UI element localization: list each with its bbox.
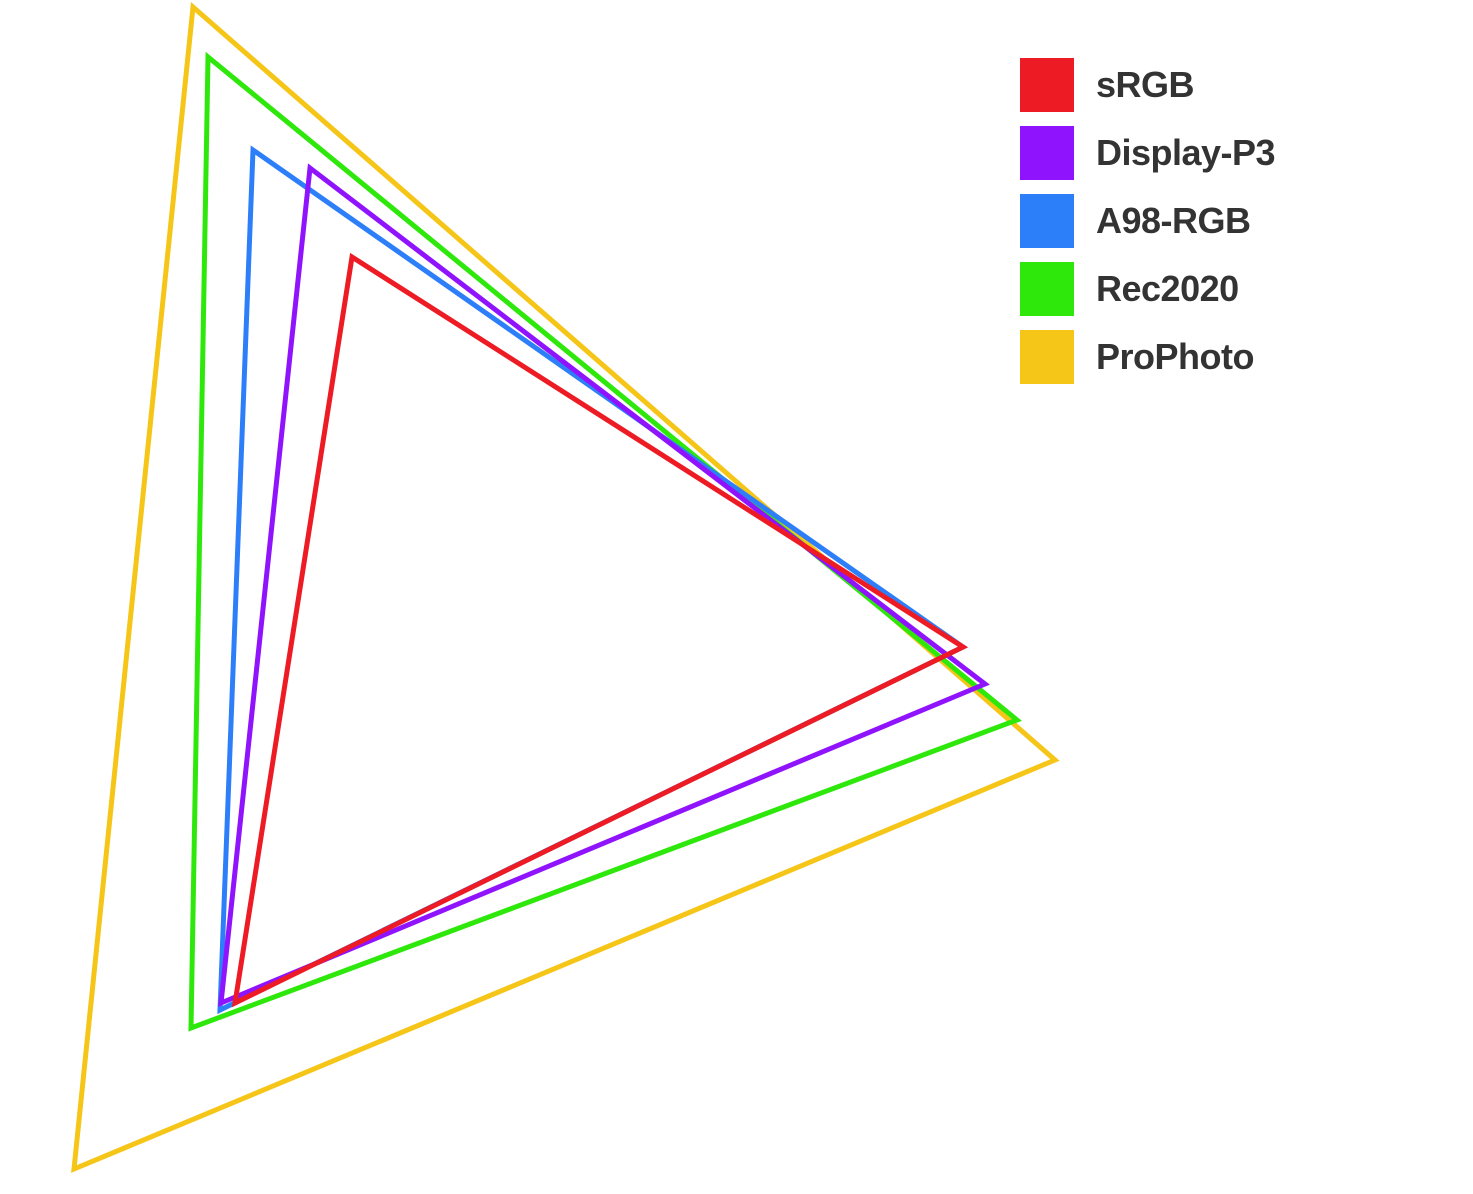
gamut-triangle-rec2020 xyxy=(191,57,1017,1028)
legend-swatch-srgb xyxy=(1020,58,1074,112)
gamut-triangle-srgb xyxy=(235,257,963,1003)
legend-label-display-p3: Display-P3 xyxy=(1096,132,1275,174)
legend-label-srgb: sRGB xyxy=(1096,64,1194,106)
legend: sRGB Display-P3 A98-RGB Rec2020 ProPhoto xyxy=(1020,58,1275,398)
legend-swatch-display-p3 xyxy=(1020,126,1074,180)
legend-item-a98-rgb: A98-RGB xyxy=(1020,194,1275,248)
legend-swatch-rec2020 xyxy=(1020,262,1074,316)
legend-item-srgb: sRGB xyxy=(1020,58,1275,112)
legend-item-prophoto: ProPhoto xyxy=(1020,330,1275,384)
legend-swatch-prophoto xyxy=(1020,330,1074,384)
legend-label-prophoto: ProPhoto xyxy=(1096,336,1254,378)
legend-item-display-p3: Display-P3 xyxy=(1020,126,1275,180)
legend-item-rec2020: Rec2020 xyxy=(1020,262,1275,316)
legend-swatch-a98-rgb xyxy=(1020,194,1074,248)
legend-label-a98-rgb: A98-RGB xyxy=(1096,200,1251,242)
legend-label-rec2020: Rec2020 xyxy=(1096,268,1239,310)
